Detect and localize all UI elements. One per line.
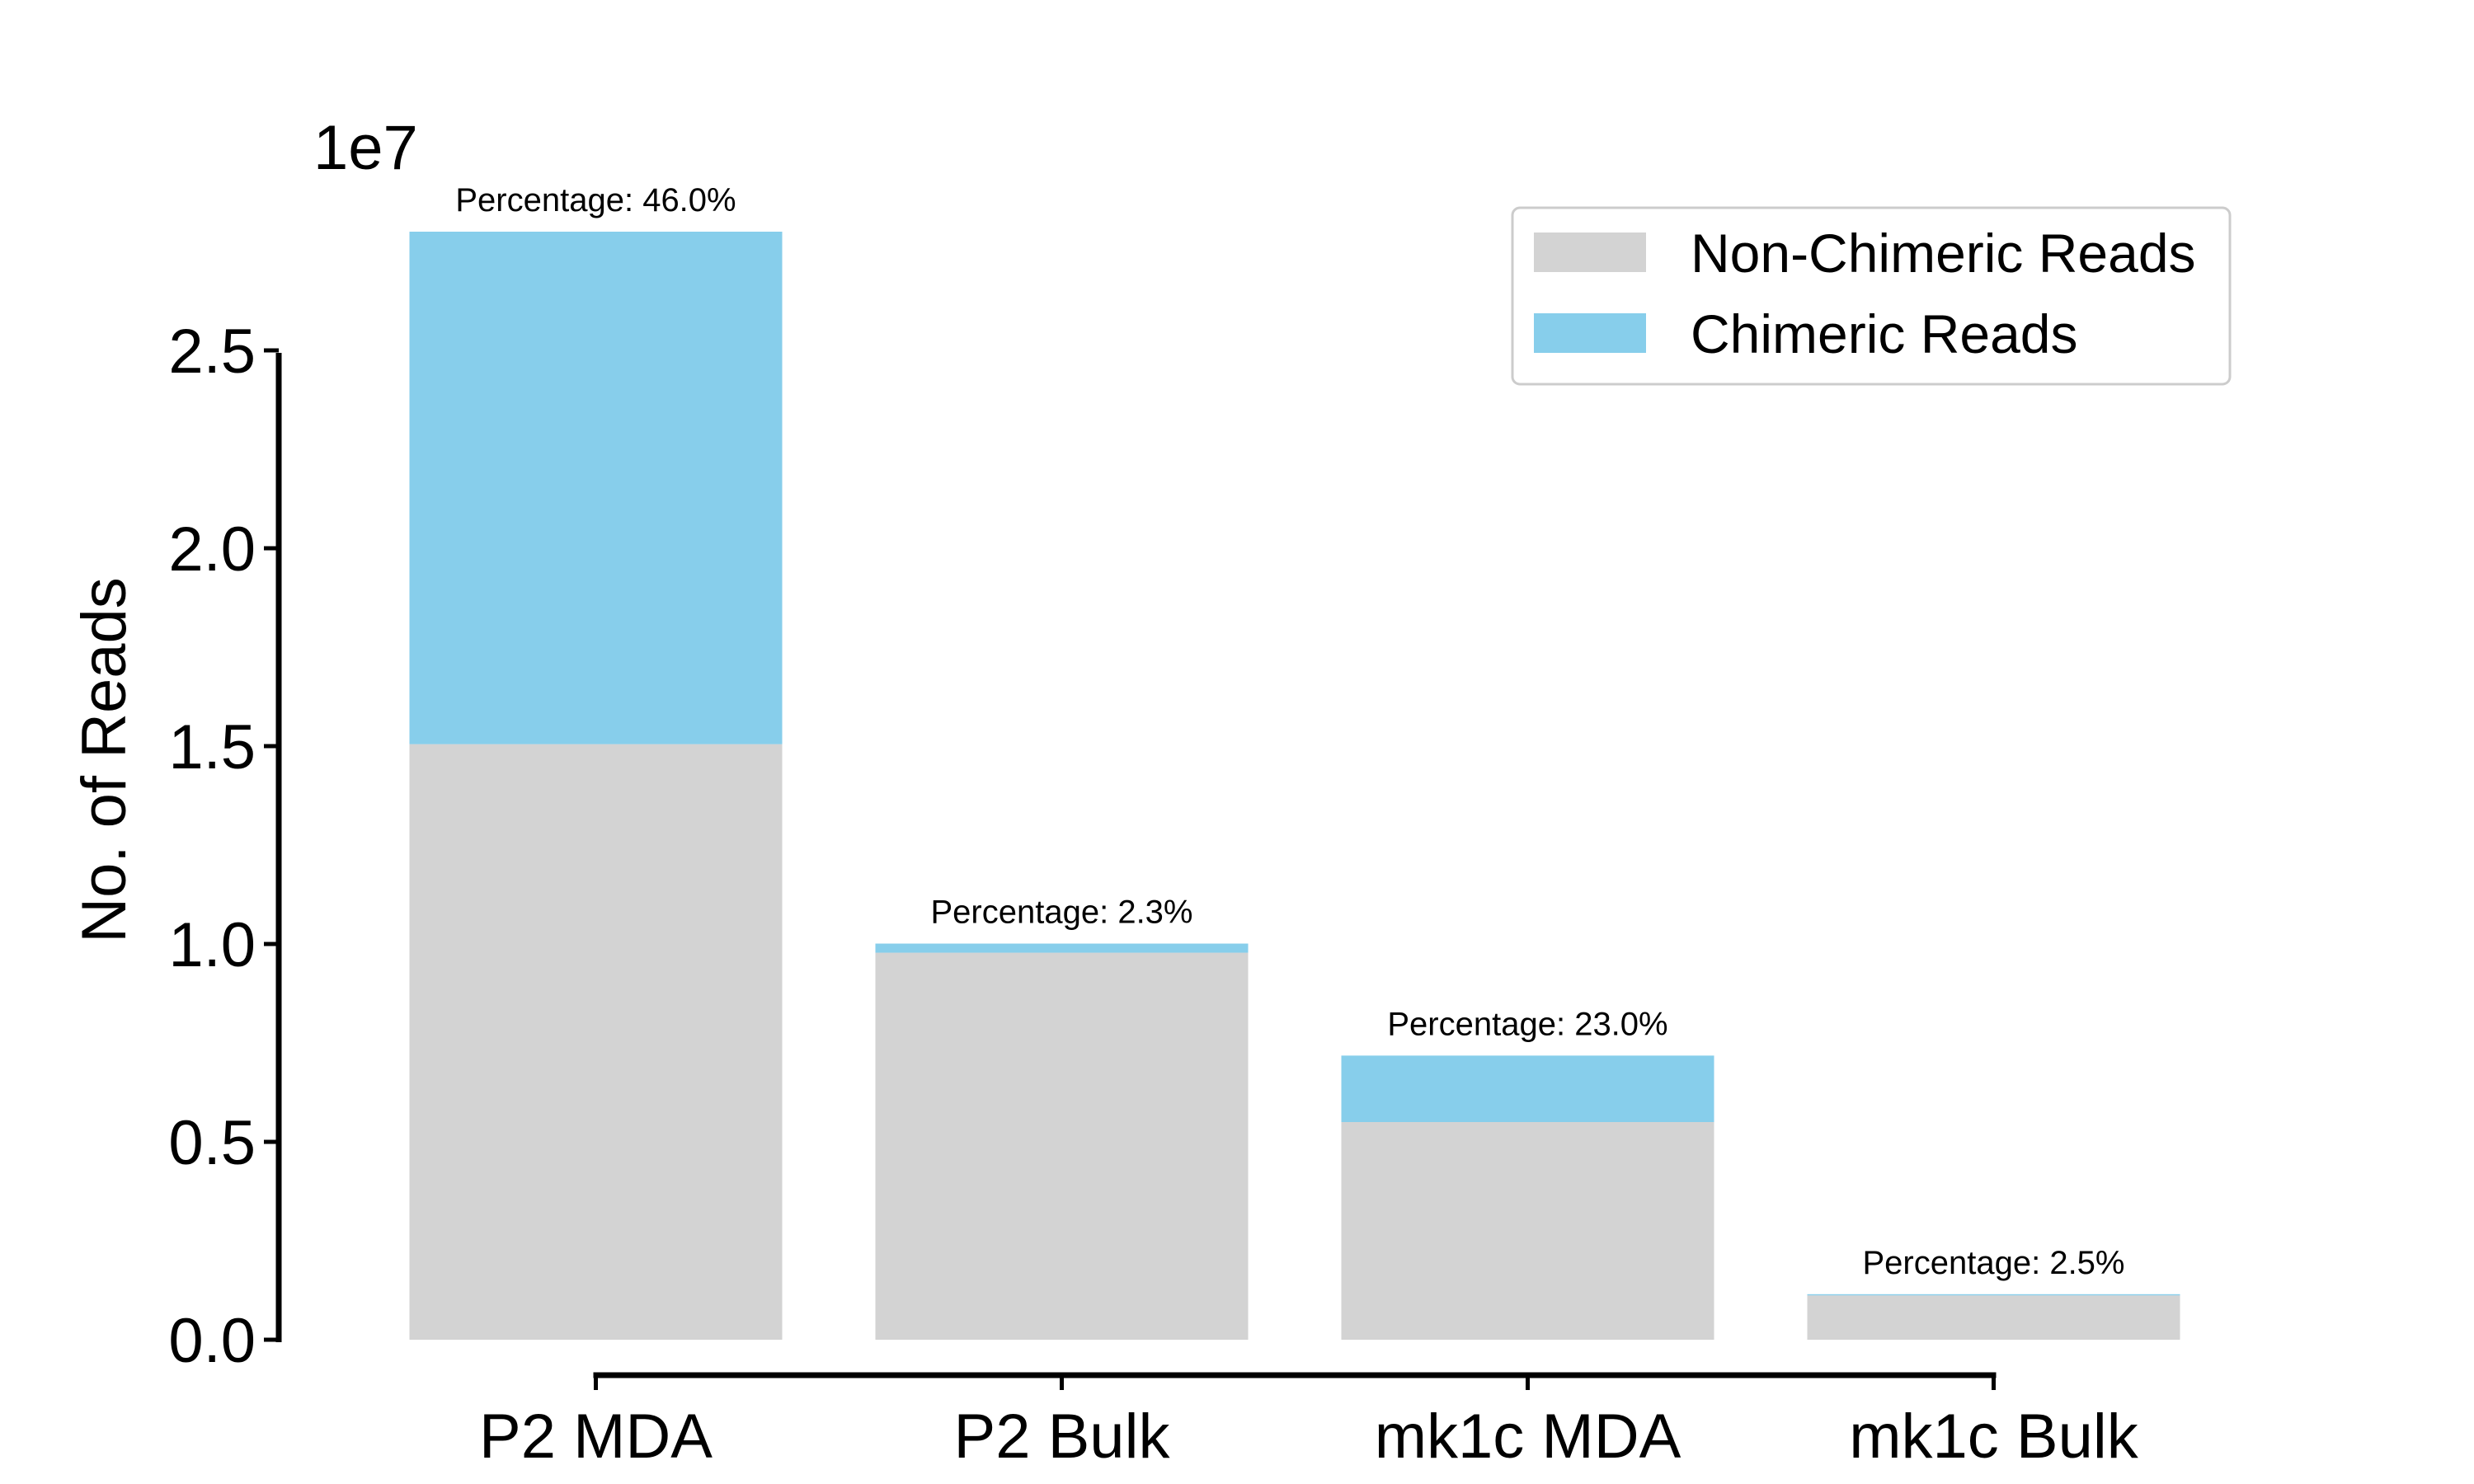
bar-non-chimeric-3 [1807, 1295, 2180, 1340]
percentage-label-0: Percentage: 46.0% [455, 182, 736, 218]
x-tick-label-0: P2 MDA [479, 1402, 713, 1472]
x-tick-label-1: P2 Bulk [954, 1402, 1171, 1472]
percentage-label-2: Percentage: 23.0% [1387, 1006, 1667, 1042]
legend-frame [1511, 206, 2232, 386]
x-tick-label-2: mk1c MDA [1375, 1402, 1681, 1472]
y-tick-label-0: 0.0 [168, 1306, 256, 1376]
bar-non-chimeric-0 [409, 744, 783, 1340]
y-scale-multiplier: 1e7 [313, 113, 418, 183]
bar-chimeric-1 [875, 943, 1249, 953]
x-axis: P2 MDA P2 Bulk mk1c MDA mk1c Bulk [479, 1372, 2139, 1472]
legend-swatch-chimeric [1534, 313, 1646, 353]
legend: Non-Chimeric Reads Chimeric Reads [1511, 206, 2232, 386]
percentage-label-3: Percentage: 2.5% [1863, 1245, 2125, 1281]
bar-non-chimeric-2 [1341, 1122, 1714, 1340]
bar-chimeric-2 [1341, 1055, 1714, 1122]
bars-group [409, 232, 2180, 1340]
y-tick-label-4: 2.0 [168, 514, 256, 585]
legend-label-chimeric: Chimeric Reads [1691, 303, 2077, 364]
percentage-label-1: Percentage: 2.3% [931, 895, 1193, 931]
y-axis: 0.0 0.5 1.0 1.5 2.0 2.5 [168, 317, 282, 1376]
bar-non-chimeric-1 [875, 952, 1249, 1340]
bar-chimeric-0 [409, 232, 783, 744]
x-tick-label-3: mk1c Bulk [1849, 1402, 2139, 1472]
bar-chimeric-3 [1807, 1294, 2180, 1296]
percentage-labels-group: Percentage: 46.0% Percentage: 2.3% Percent… [455, 182, 2124, 1281]
y-tick-label-2: 1.0 [168, 910, 256, 980]
y-tick-label-5: 2.5 [168, 317, 256, 387]
legend-label-non-chimeric: Non-Chimeric Reads [1691, 223, 2196, 284]
y-axis-label: No. of Reads [69, 577, 139, 943]
y-tick-label-3: 1.5 [168, 712, 256, 782]
legend-swatch-non-chimeric [1534, 232, 1646, 272]
y-tick-label-1: 0.5 [168, 1108, 256, 1178]
